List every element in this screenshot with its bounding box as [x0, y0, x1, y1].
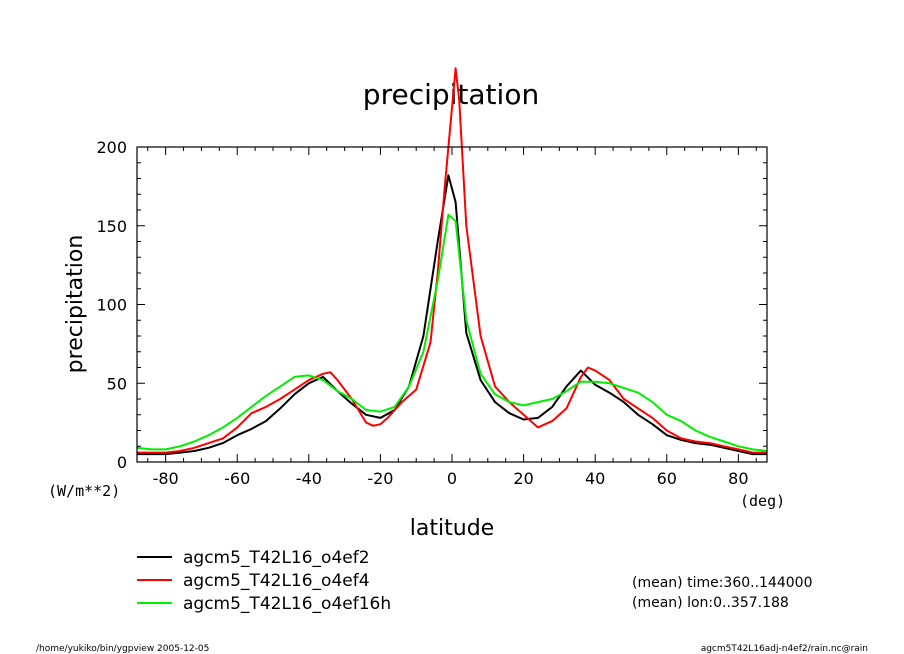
ticks-layer	[137, 146, 767, 463]
legend-label-2: agcm5_T42L16_o4ef4	[183, 571, 370, 591]
series-line-1	[137, 174, 767, 456]
legend-label-3: agcm5_T42L16_o4ef16h	[183, 594, 391, 614]
y-axis-label: precipitation	[63, 235, 88, 374]
legend-item: agcm5_T42L16_o4ef2	[137, 548, 370, 568]
x-tick-label: 80	[728, 469, 748, 488]
x-tick-label: -20	[367, 469, 393, 488]
y-axis-unit: (W/m**2)	[48, 482, 120, 500]
x-tick-label: 20	[513, 469, 533, 488]
series-line-3	[137, 213, 767, 452]
legend-label-1: agcm5_T42L16_o4ef2	[183, 548, 370, 568]
y-tick-label: 100	[96, 296, 127, 315]
y-tick-label: 200	[96, 138, 127, 157]
legend-item: agcm5_T42L16_o4ef4	[137, 571, 370, 591]
x-tick-label: -40	[296, 469, 322, 488]
x-tick-label: -60	[224, 469, 250, 488]
y-tick-label: 50	[107, 374, 127, 393]
legend: agcm5_T42L16_o4ef2 agcm5_T42L16_o4ef4 ag…	[137, 548, 391, 614]
footer-left: /home/yukiko/bin/ygpview 2005-12-05	[36, 644, 209, 654]
annotation-mean-lon: (mean) lon:0..357.188	[632, 595, 789, 611]
legend-item: agcm5_T42L16_o4ef16h	[137, 594, 391, 614]
x-axis-label: latitude	[410, 516, 494, 541]
y-tick-label: 0	[117, 453, 127, 472]
chart-title: precipitation	[363, 78, 539, 111]
x-tick-label: -80	[153, 469, 179, 488]
x-tick-label: 0	[447, 469, 457, 488]
annotation-mean-time: (mean) time:360..144000	[632, 575, 813, 591]
x-tick-label: 60	[657, 469, 677, 488]
y-tick-label: 150	[96, 217, 127, 236]
footer-right: agcm5T42L16adj-n4ef2/rain.nc@rain	[701, 644, 868, 654]
x-tick-label: 40	[585, 469, 605, 488]
ticklabels-layer: -80 -60 -40 -20 0 20 40 60 80 0 50 100 150 200	[96, 138, 748, 488]
x-axis-unit: (deg)	[740, 492, 785, 510]
